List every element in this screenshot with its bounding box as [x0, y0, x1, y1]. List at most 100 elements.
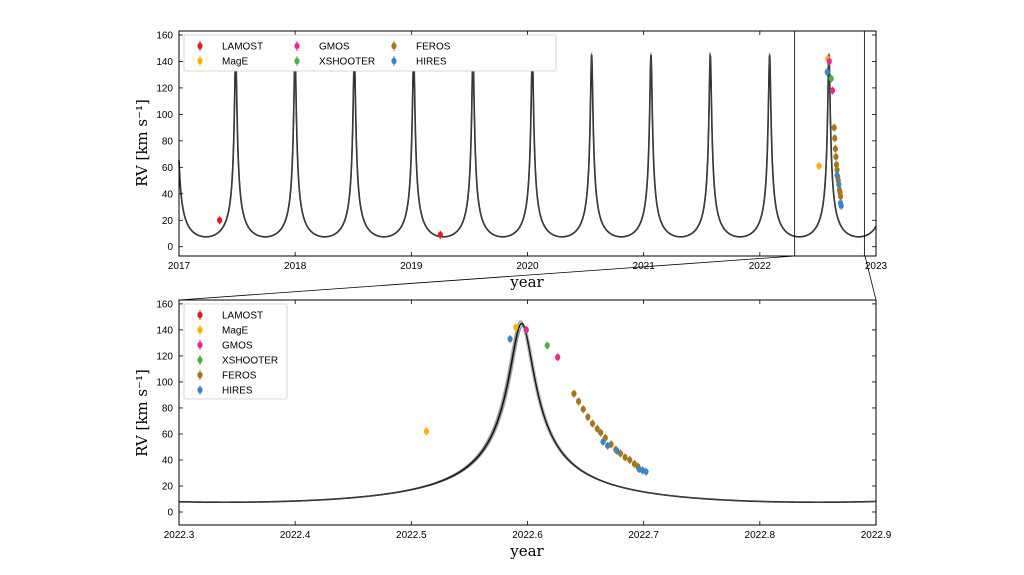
zoom-connector-right	[864, 255, 877, 301]
model-curve	[178, 325, 877, 503]
data-point-mage	[816, 162, 822, 170]
x-tick-label: 2022.4	[280, 530, 311, 541]
y-tick-label: 20	[162, 216, 174, 227]
top-legend: LAMOST MagE GMOS XSHOOTER FEROS HIRES	[183, 34, 557, 72]
y-tick-label: 0	[167, 242, 173, 253]
model-curve	[178, 53, 877, 238]
legend-box	[183, 34, 557, 72]
y-tick-label: 160	[156, 299, 173, 310]
data-point-feros	[585, 413, 591, 421]
data-point-gmos	[555, 354, 561, 361]
legend-box	[183, 303, 288, 400]
x-tick-label: 2022.8	[745, 530, 776, 541]
legend-label: HIRES	[222, 386, 253, 397]
x-tick-label: 2019	[400, 261, 423, 272]
y-tick-label: 120	[156, 351, 173, 362]
data-point-feros	[580, 406, 586, 413]
data-point-gmos	[826, 58, 832, 65]
data-point-hires	[643, 468, 649, 475]
y-tick-label: 160	[156, 30, 173, 41]
x-tick-label: 2020	[516, 261, 539, 272]
bottom-y-axis: 0 20 40 60 80 100 120 140 160	[156, 299, 876, 518]
data-point-mage	[423, 428, 430, 435]
legend-marker	[197, 371, 203, 379]
data-point-hires	[600, 438, 606, 445]
data-point-hires	[834, 172, 840, 179]
data-point-feros	[837, 193, 844, 200]
legend-marker	[197, 311, 203, 319]
data-point-xshooter	[828, 75, 834, 82]
data-point-feros	[589, 420, 596, 427]
legend-label: MagE	[222, 326, 248, 337]
data-point-feros	[834, 166, 840, 174]
legend-label: XSHOOTER	[222, 356, 278, 367]
x-tick-label: 2023	[865, 261, 888, 272]
y-tick-label: 140	[156, 57, 173, 68]
legend-label: FEROS	[416, 42, 451, 53]
legend-marker	[197, 356, 203, 364]
legend-label: GMOS	[319, 42, 350, 53]
data-point-feros	[622, 454, 628, 461]
y-tick-label: 140	[156, 325, 173, 336]
legend-marker	[197, 326, 203, 334]
x-tick-label: 2022.7	[628, 530, 659, 541]
legend-marker	[391, 57, 397, 65]
data-point-hires	[824, 68, 830, 76]
legend-marker	[197, 341, 203, 349]
data-point-feros	[598, 429, 604, 436]
legend-label: XSHOOTER	[319, 57, 375, 68]
data-point-mage	[513, 324, 519, 331]
x-tick-label: 2022.3	[164, 530, 195, 541]
top-y-axis: 0 20 40 60 80 100 120 140 160	[156, 30, 876, 253]
data-point-feros	[833, 153, 839, 160]
legend-marker	[197, 42, 203, 50]
y-tick-label: 60	[162, 429, 174, 440]
bottom-legend: LAMOST MagE GMOS XSHOOTER FEROS HIRES	[183, 303, 288, 400]
data-point-lamost	[217, 217, 223, 224]
legend-label: LAMOST	[222, 311, 263, 322]
legend-marker	[294, 57, 300, 65]
data-point-feros	[576, 398, 582, 405]
legend-marker	[391, 42, 397, 50]
legend-marker	[197, 386, 203, 394]
x-tick-label: 2022	[749, 261, 772, 272]
legend-marker	[294, 42, 300, 50]
data-point-gmos	[523, 326, 529, 334]
legend-label: GMOS	[222, 341, 253, 352]
top-panel: 2017201820192020202120222023 02040608010…	[133, 30, 888, 291]
bottom-x-axis: 2022.3 2022.4 2022.5 2022.6 2022.7 2022.8 2022…	[164, 300, 892, 541]
data-point-hires	[507, 335, 513, 343]
data-point-hires	[838, 202, 844, 209]
y-tick-label: 20	[162, 481, 174, 492]
y-tick-label: 80	[162, 403, 174, 414]
zoom-connector-left	[178, 255, 796, 301]
data-point-feros	[832, 135, 838, 142]
x-tick-label: 2018	[284, 261, 307, 272]
data-point-gmos	[829, 87, 836, 94]
data-point-lamost	[437, 231, 443, 239]
x-tick-label: 2022.9	[861, 530, 892, 541]
top-x-axis-label: year	[509, 273, 544, 291]
data-point-feros	[833, 161, 840, 168]
y-tick-label: 40	[162, 189, 174, 200]
data-point-feros	[627, 456, 633, 464]
legend-label: FEROS	[222, 371, 257, 382]
legend-label: HIRES	[416, 57, 447, 68]
y-tick-label: 100	[156, 110, 173, 121]
bottom-x-axis-label: year	[509, 542, 544, 560]
data-point-feros	[594, 425, 600, 432]
legend-label: MagE	[222, 57, 248, 68]
data-point-hires	[614, 447, 620, 455]
top-y-axis-label: RV [km s⁻¹]	[133, 99, 151, 187]
data-point-hires	[836, 181, 842, 188]
top-data-points	[217, 54, 844, 239]
data-point-feros	[831, 124, 837, 131]
model-curve	[178, 321, 877, 503]
data-point-feros	[571, 390, 577, 397]
bottom-panel: 2022.3 2022.4 2022.5 2022.6 2022.7 2022.8 2022…	[133, 299, 892, 560]
legend-marker	[197, 57, 203, 65]
bottom-data-points	[423, 323, 649, 476]
y-tick-label: 80	[162, 136, 174, 147]
y-tick-label: 60	[162, 163, 174, 174]
